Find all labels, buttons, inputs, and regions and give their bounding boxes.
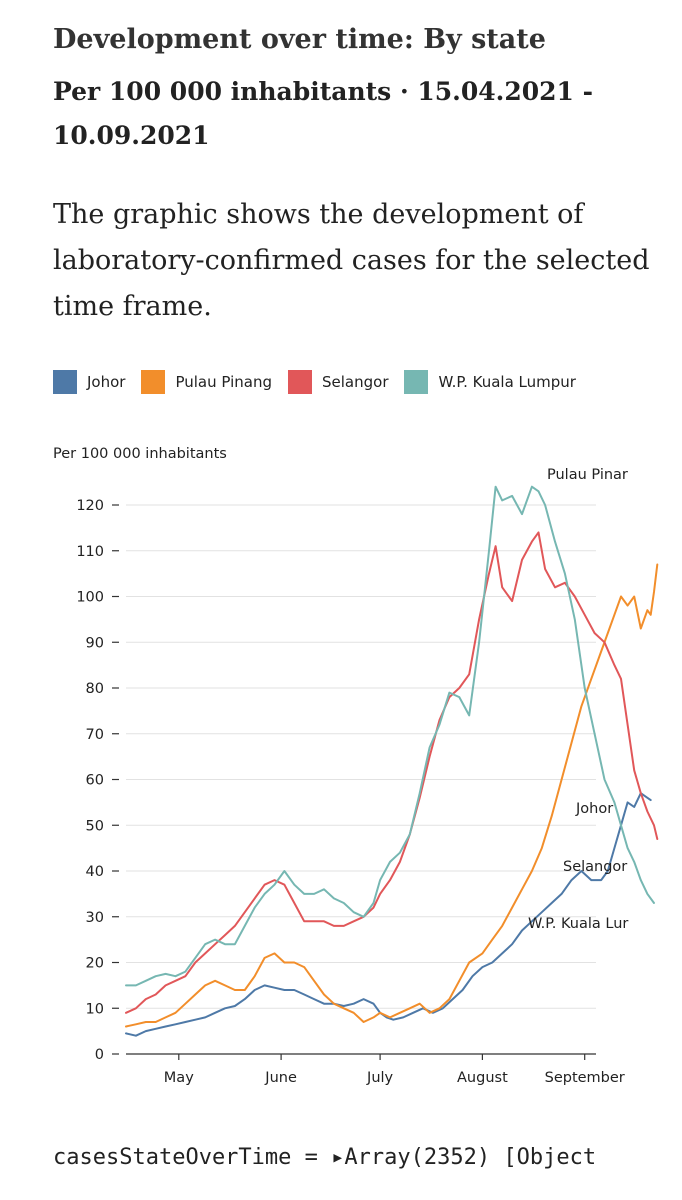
y-axis-label: Per 100 000 inhabitants <box>53 446 227 462</box>
y-axis: 0 10 20 30 40 50 60 70 80 90 100 110 120 <box>76 498 119 1063</box>
y-tick-label: 10 <box>86 1001 104 1017</box>
x-tick-label: June <box>264 1070 297 1086</box>
console-output: casesStateOverTime = ▸Array(2352) [Objec… <box>53 1143 682 1173</box>
expand-toggle-icon[interactable]: ▸ <box>331 1145 345 1170</box>
x-axis: May June July August September <box>126 1053 625 1086</box>
y-tick-label: 40 <box>86 864 104 880</box>
y-tick-label: 100 <box>76 590 104 606</box>
y-tick-label: 0 <box>95 1047 104 1063</box>
y-tick-label: 60 <box>86 773 104 789</box>
y-tick-label: 80 <box>86 681 104 697</box>
chart-title: Development over time: By state <box>53 24 546 55</box>
series-end-labels: Johor Pulau Pinar Selangor W.P. Kuala Lur <box>528 467 628 932</box>
y-tick-label: 110 <box>76 544 104 560</box>
legend-label: W.P. Kuala Lumpur <box>438 373 576 391</box>
end-label-johor: Johor <box>575 801 613 817</box>
y-tick-label: 50 <box>86 818 104 834</box>
legend-swatch <box>404 370 429 394</box>
gridlines <box>126 504 596 1009</box>
y-tick-label: 70 <box>86 727 104 743</box>
y-tick-label: 30 <box>86 910 104 926</box>
x-tick-label: July <box>366 1070 393 1086</box>
legend-item-w-p-kuala-lumpur: W.P. Kuala Lumpur <box>404 370 576 394</box>
chart-legend: Johor Pulau Pinang Selangor W.P. Kuala Lump… <box>53 370 592 394</box>
chart-subtitle: Per 100 000 inhabitants · 15.04.2021 - 1… <box>53 77 594 150</box>
x-tick-label: August <box>457 1070 508 1086</box>
console-variable: casesStateOverTime <box>53 1145 292 1170</box>
end-label-pulau-pinang: Pulau Pinar <box>547 467 628 483</box>
legend-item-selangor: Selangor <box>288 370 388 394</box>
series-lines <box>125 485 659 1037</box>
series-line-johor <box>125 792 652 1037</box>
end-label-w-p-kuala-lumpur: W.P. Kuala Lur <box>528 916 628 932</box>
legend-item-johor: Johor <box>53 370 125 394</box>
legend-swatch <box>288 370 312 394</box>
legend-swatch <box>53 370 77 394</box>
legend-label: Johor <box>87 373 126 391</box>
legend-label: Pulau Pinang <box>175 373 272 391</box>
chart-description: The graphic shows the development of lab… <box>53 199 650 322</box>
line-chart: Per 100 000 inhabitants 0 10 20 30 40 50 60 70 8… <box>53 446 659 1086</box>
console-equals: = <box>291 1145 332 1170</box>
y-tick-label: 90 <box>86 635 104 651</box>
series-line-w-p-kuala-lumpur <box>125 485 655 987</box>
end-label-selangor: Selangor <box>563 859 627 875</box>
legend-swatch <box>141 370 166 394</box>
y-tick-label: 20 <box>86 956 104 972</box>
x-tick-label: May <box>164 1070 194 1086</box>
console-value: Array(2352) [Object <box>344 1145 597 1170</box>
x-tick-label: September <box>545 1070 625 1086</box>
legend-label: Selangor <box>322 373 389 391</box>
y-tick-label: 120 <box>76 498 104 514</box>
legend-item-pulau-pinang: Pulau Pinang <box>141 370 272 394</box>
series-line-pulau-pinang <box>125 563 659 1028</box>
series-line-selangor <box>125 531 659 1014</box>
